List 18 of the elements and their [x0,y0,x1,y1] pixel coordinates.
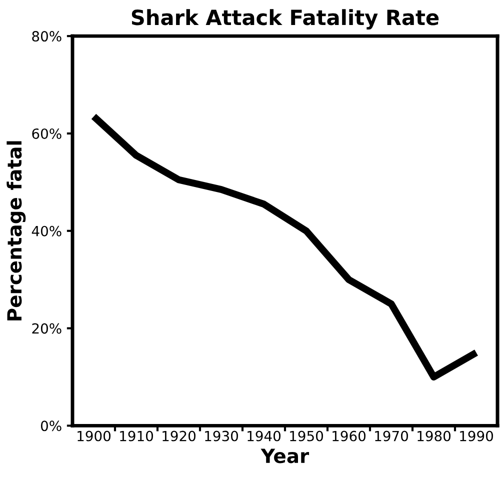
x-tick-label: 1920 [162,430,196,442]
y-tick-label: 40% [32,226,62,236]
x-tick-label: 1980 [418,430,450,442]
x-tick-label: 1960 [332,430,366,442]
x-tick-label: 1950 [290,430,323,442]
y-tick-label: 20% [32,323,62,334]
x-tick-label: 1990 [460,430,493,442]
x-tick-label: 1900 [78,430,110,442]
x-axis-title: Year [260,448,310,464]
x-tick-label: 1930 [205,430,238,442]
x-tick-label: 1910 [120,430,153,442]
y-tick-label: 80% [32,31,62,42]
y-axis-title: Percentage fatal [6,141,26,320]
x-tick-label: 1970 [375,430,408,442]
y-tick-label: 0% [40,420,62,432]
x-tick-label: 1940 [248,430,280,442]
y-tick-label: 60% [32,128,62,139]
chart-title: Shark Attack Fatality Rate [132,9,439,30]
